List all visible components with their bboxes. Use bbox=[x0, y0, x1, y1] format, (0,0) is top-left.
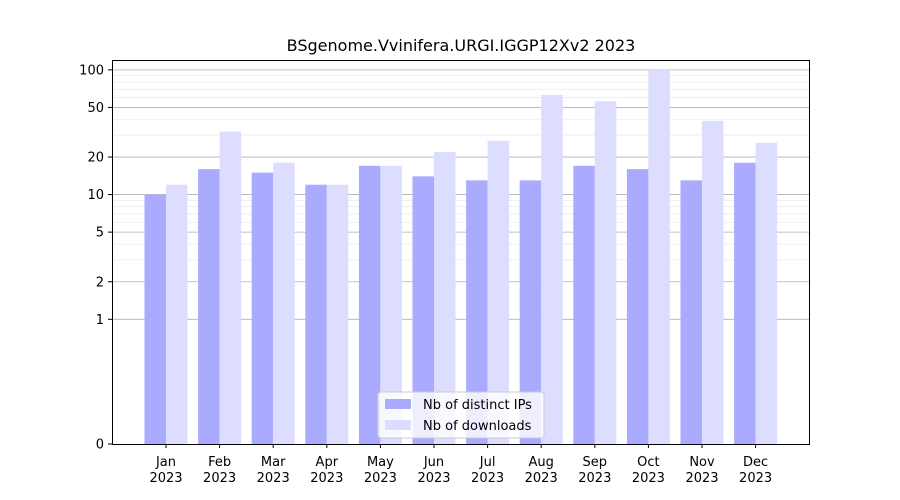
bar-distinct-ips bbox=[144, 194, 166, 444]
legend-label-downloads: Nb of downloads bbox=[423, 419, 532, 434]
y-tick-label: 1 bbox=[96, 313, 104, 328]
bar-distinct-ips bbox=[198, 169, 220, 444]
x-tick-label-month: Dec bbox=[743, 455, 768, 470]
legend: Nb of distinct IPs Nb of downloads bbox=[377, 391, 545, 439]
bar-distinct-ips bbox=[680, 180, 702, 444]
chart-title: BSgenome.Vvinifera.URGI.IGGP12Xv2 2023 bbox=[287, 36, 636, 55]
bar-downloads bbox=[434, 151, 456, 444]
bar-downloads bbox=[541, 94, 563, 445]
bar-distinct-ips bbox=[573, 165, 595, 444]
bar-downloads bbox=[380, 165, 402, 444]
bar-downloads bbox=[166, 184, 188, 444]
bar-downloads bbox=[219, 131, 242, 445]
x-tick-label-year: 2023 bbox=[739, 471, 772, 486]
bar-downloads bbox=[594, 101, 617, 445]
y-axis: 0 1 2 5 10 20 50 100 bbox=[79, 63, 112, 453]
y-tick-label: 5 bbox=[96, 226, 104, 241]
x-tick-label-month: Jan bbox=[155, 455, 176, 470]
x-tick-label-year: 2023 bbox=[149, 471, 182, 486]
bar-downloads bbox=[326, 184, 349, 444]
bar-downloads bbox=[702, 120, 724, 444]
bar-distinct-ips bbox=[626, 169, 649, 444]
bar-distinct-ips bbox=[305, 184, 327, 444]
plot-frame bbox=[112, 60, 810, 445]
y-tick-label: 100 bbox=[79, 63, 104, 78]
x-tick-label-year: 2023 bbox=[203, 471, 236, 486]
y-tick-label: 2 bbox=[96, 275, 104, 290]
bar-distinct-ips bbox=[519, 180, 542, 444]
x-tick-label-month: Oct bbox=[637, 455, 659, 470]
bar-downloads bbox=[648, 69, 670, 444]
y-tick-label: 10 bbox=[87, 188, 104, 203]
bar-distinct-ips bbox=[358, 165, 381, 444]
bar-downloads bbox=[487, 140, 510, 444]
bar-downloads bbox=[755, 142, 778, 445]
y-tick-label: 50 bbox=[87, 101, 104, 116]
x-tick-label-year: 2023 bbox=[525, 471, 558, 486]
bar-distinct-ips bbox=[412, 176, 434, 444]
bar-distinct-ips bbox=[466, 180, 488, 444]
x-tick-label-year: 2023 bbox=[632, 471, 665, 486]
x-tick-label-year: 2023 bbox=[471, 471, 504, 486]
x-tick-label-year: 2023 bbox=[685, 471, 718, 486]
legend-box bbox=[377, 391, 545, 439]
x-tick-label-month: Mar bbox=[261, 455, 286, 470]
legend-label-distinct-ips: Nb of distinct IPs bbox=[423, 398, 532, 413]
x-tick-label-month: Apr bbox=[316, 455, 339, 470]
bars bbox=[144, 69, 778, 445]
x-tick-label-year: 2023 bbox=[310, 471, 343, 486]
x-tick-label-year: 2023 bbox=[364, 471, 397, 486]
x-tick-label-year: 2023 bbox=[257, 471, 290, 486]
legend-swatch-downloads bbox=[385, 420, 411, 430]
x-tick-label-month: Nov bbox=[689, 455, 715, 470]
x-tick-label-month: May bbox=[367, 455, 394, 470]
x-tick-label-month: Jul bbox=[479, 455, 496, 470]
y-tick-label: 20 bbox=[87, 151, 104, 166]
x-axis: Jan2023Feb2023Mar2023Apr2023May2023Jun20… bbox=[149, 444, 772, 486]
bar-distinct-ips bbox=[251, 172, 274, 444]
bar-downloads bbox=[273, 162, 295, 444]
x-tick-label-month: Jun bbox=[423, 455, 444, 470]
legend-swatch-distinct-ips bbox=[385, 399, 411, 409]
x-tick-label-year: 2023 bbox=[417, 471, 450, 486]
y-tick-label: 0 bbox=[96, 438, 104, 453]
x-tick-label-month: Feb bbox=[208, 455, 231, 470]
bar-distinct-ips bbox=[734, 162, 756, 444]
x-tick-label-month: Sep bbox=[583, 455, 608, 470]
x-tick-label-month: Aug bbox=[529, 455, 554, 470]
x-tick-label-year: 2023 bbox=[578, 471, 611, 486]
